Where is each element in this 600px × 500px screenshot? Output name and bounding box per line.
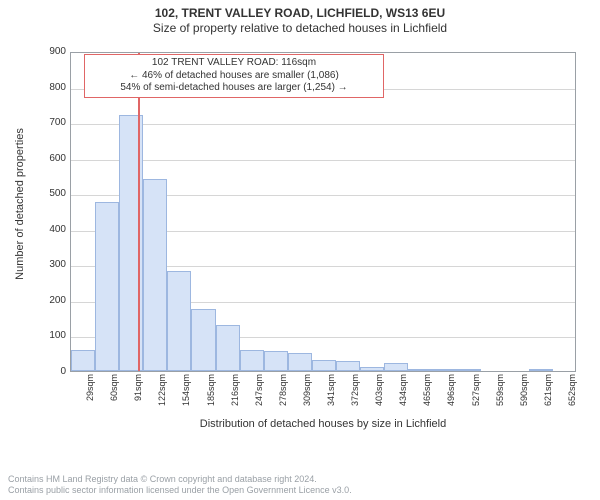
histogram-bar — [143, 179, 167, 371]
y-tick: 100 — [36, 330, 66, 341]
y-tick: 300 — [36, 259, 66, 270]
annotation-line: 102 TRENT VALLEY ROAD: 116sqm — [91, 57, 377, 70]
chart-container: 102, TRENT VALLEY ROAD, LICHFIELD, WS13 … — [0, 0, 600, 500]
histogram-bar — [216, 325, 240, 371]
x-tick: 403sqm — [374, 374, 384, 406]
x-tick: 122sqm — [157, 374, 167, 406]
histogram-bar — [95, 202, 119, 371]
y-axis-label: Number of detached properties — [14, 64, 26, 344]
histogram-bar — [312, 360, 336, 371]
y-tick: 400 — [36, 224, 66, 235]
histogram-bar — [360, 367, 384, 371]
x-tick: 247sqm — [254, 374, 264, 406]
histogram-bar — [264, 351, 288, 371]
x-tick: 60sqm — [109, 374, 119, 401]
histogram-bars — [71, 53, 575, 371]
y-tick: 700 — [36, 117, 66, 128]
x-tick: 154sqm — [181, 374, 191, 406]
chart-zone: Number of detached properties 0 100 200 300… — [0, 44, 600, 428]
histogram-bar — [529, 369, 553, 371]
x-tick: 434sqm — [398, 374, 408, 406]
y-tick: 500 — [36, 188, 66, 199]
y-tick: 0 — [36, 366, 66, 377]
histogram-bar — [240, 350, 264, 371]
x-tick: 465sqm — [422, 374, 432, 406]
x-tick: 91sqm — [133, 374, 143, 401]
chart-title: 102, TRENT VALLEY ROAD, LICHFIELD, WS13 … — [0, 0, 600, 21]
x-tick: 621sqm — [543, 374, 553, 406]
x-tick: 341sqm — [326, 374, 336, 406]
chart-subtitle: Size of property relative to detached ho… — [0, 21, 600, 36]
histogram-bar — [288, 353, 312, 371]
annotation-line: ← 46% of detached houses are smaller (1,… — [91, 70, 377, 83]
histogram-bar — [432, 369, 456, 371]
x-tick: 278sqm — [278, 374, 288, 406]
y-tick: 900 — [36, 46, 66, 57]
x-tick: 309sqm — [302, 374, 312, 406]
x-tick: 185sqm — [206, 374, 216, 406]
x-tick: 216sqm — [230, 374, 240, 406]
histogram-bar — [336, 361, 360, 371]
histogram-bar — [191, 309, 215, 371]
x-tick: 652sqm — [567, 374, 577, 406]
annotation-line: 54% of semi-detached houses are larger (… — [91, 82, 377, 95]
histogram-bar — [457, 369, 481, 371]
x-axis-label: Distribution of detached houses by size … — [70, 418, 576, 430]
footer-line: Contains public sector information licen… — [8, 485, 592, 496]
histogram-bar — [408, 369, 432, 371]
footer-line: Contains HM Land Registry data © Crown c… — [8, 474, 592, 485]
x-tick: 372sqm — [350, 374, 360, 406]
reference-line — [138, 53, 140, 371]
annotation-box: 102 TRENT VALLEY ROAD: 116sqm ← 46% of d… — [84, 54, 384, 98]
histogram-bar — [384, 363, 408, 371]
x-tick: 496sqm — [446, 374, 456, 406]
y-tick: 800 — [36, 82, 66, 93]
x-tick: 527sqm — [471, 374, 481, 406]
x-tick: 590sqm — [519, 374, 529, 406]
histogram-bar — [71, 350, 95, 371]
footer-attribution: Contains HM Land Registry data © Crown c… — [8, 474, 592, 497]
y-tick: 600 — [36, 153, 66, 164]
x-tick: 29sqm — [85, 374, 95, 401]
x-tick: 559sqm — [495, 374, 505, 406]
plot-area — [70, 52, 576, 372]
histogram-bar — [167, 271, 191, 371]
y-tick: 200 — [36, 295, 66, 306]
